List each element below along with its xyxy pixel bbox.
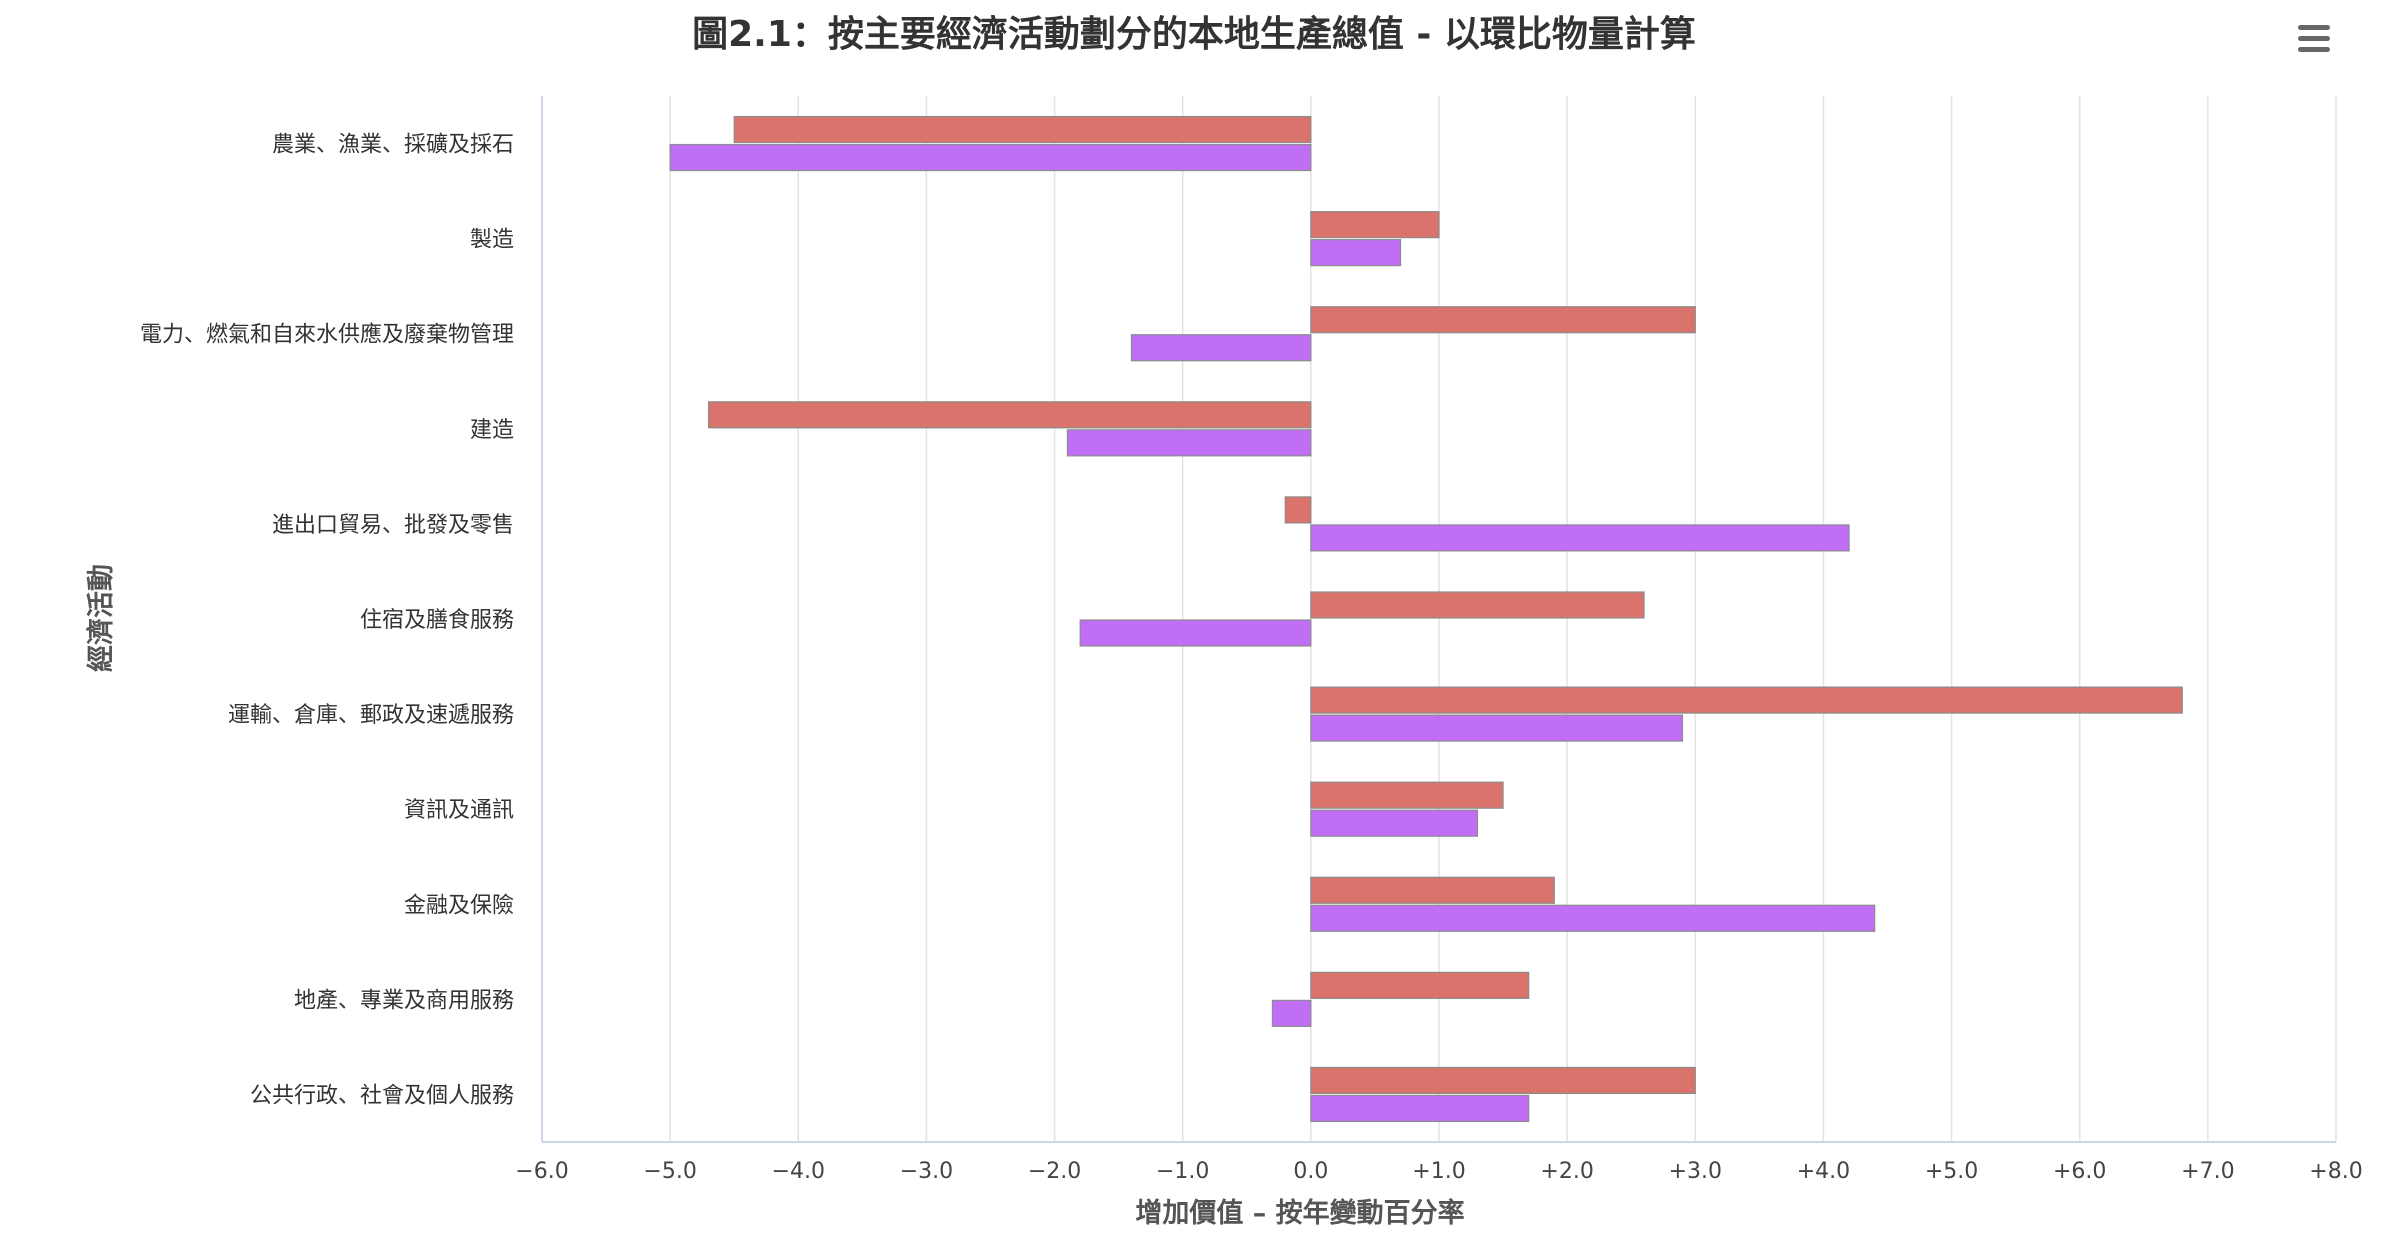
bar-series-2[interactable] — [669, 143, 1312, 172]
category-label: 製造 — [470, 228, 514, 253]
category-label: 電力、燃氣和自來水供應及廢棄物管理 — [140, 322, 514, 348]
x-tick-label: +6.0 — [2053, 1159, 2106, 1184]
bar-series-1[interactable] — [1310, 781, 1504, 809]
x-axis-title: 增加價值 – 按年變動百分率 — [1135, 1197, 1464, 1229]
x-tick-label: +4.0 — [1797, 1159, 1850, 1184]
bar-series-1[interactable] — [1310, 306, 1696, 334]
bar-series-1[interactable] — [1284, 496, 1312, 524]
bar-series-2[interactable] — [1310, 239, 1402, 267]
bar-series-2[interactable] — [1310, 524, 1850, 552]
category-label: 地產、專業及商用服務 — [294, 988, 514, 1013]
bar-series-2[interactable] — [1310, 904, 1876, 932]
x-tick-label: +1.0 — [1412, 1159, 1465, 1184]
x-tick-label: −3.0 — [900, 1159, 953, 1184]
x-tick-label: −4.0 — [772, 1159, 825, 1184]
x-tick-label: −5.0 — [643, 1159, 696, 1184]
x-tick-label: 0.0 — [1293, 1159, 1328, 1184]
bar-series-2[interactable] — [1310, 1094, 1530, 1123]
category-label: 運輸、倉庫、郵政及速遞服務 — [228, 703, 514, 728]
bar-series-1[interactable] — [1310, 876, 1555, 904]
x-tick-label: −6.0 — [515, 1159, 568, 1184]
bar-series-1[interactable] — [1310, 591, 1645, 619]
category-label: 建造 — [470, 418, 514, 443]
bar-series-1[interactable] — [707, 401, 1312, 429]
x-tick-label: +3.0 — [1669, 1159, 1722, 1184]
category-label: 進出口貿易、批發及零售 — [272, 513, 514, 538]
chart-menu-button[interactable] — [2290, 18, 2338, 58]
y-axis-title: 經濟活動 — [85, 564, 117, 672]
axes — [541, 96, 2336, 1143]
x-tick-labels: −6.0 −5.0 −4.0 −3.0 −2.0 −1.0 0.0 +1.0 +2.0 +3.0 +… — [515, 1159, 2362, 1184]
bar-series-1[interactable] — [1310, 686, 2183, 714]
hamburger-menu-icon — [2298, 25, 2330, 52]
bar-series-2[interactable] — [1310, 714, 1684, 742]
x-tick-label: +7.0 — [2181, 1159, 2234, 1184]
x-tick-label: +8.0 — [2309, 1159, 2362, 1184]
x-tick-label: +2.0 — [1540, 1159, 1593, 1184]
bar-series-2[interactable] — [1310, 809, 1479, 837]
category-label: 農業、漁業、採礦及採石 — [272, 133, 514, 158]
bar-series-2[interactable] — [1271, 999, 1312, 1027]
bar-series-2[interactable] — [1130, 334, 1312, 362]
bar-series-2[interactable] — [1079, 619, 1312, 647]
category-label: 金融及保險 — [404, 893, 514, 918]
bar-series-1[interactable] — [1310, 971, 1530, 999]
bar-series-1[interactable] — [1310, 211, 1440, 239]
category-labels: 農業、漁業、採礦及採石製造電力、燃氣和自來水供應及廢棄物管理建造進出口貿易、批發… — [140, 133, 514, 1109]
bars — [669, 115, 2183, 1123]
x-tick-label: −1.0 — [1156, 1159, 1209, 1184]
grid-lines — [541, 96, 2337, 1142]
category-label: 住宿及膳食服務 — [360, 608, 514, 633]
bar-series-1[interactable] — [1310, 1066, 1696, 1095]
bar-series-2[interactable] — [1066, 429, 1312, 457]
x-tick-label: +5.0 — [1925, 1159, 1978, 1184]
chart-title: 圖2.1：按主要經濟活動劃分的本地生產總值 - 以環比物量計算 — [692, 14, 1696, 55]
category-label: 公共行政、社會及個人服務 — [250, 1083, 514, 1108]
x-tick-label: −2.0 — [1028, 1159, 1081, 1184]
bar-series-1[interactable] — [733, 115, 1312, 144]
category-label: 資訊及通訊 — [404, 798, 514, 823]
